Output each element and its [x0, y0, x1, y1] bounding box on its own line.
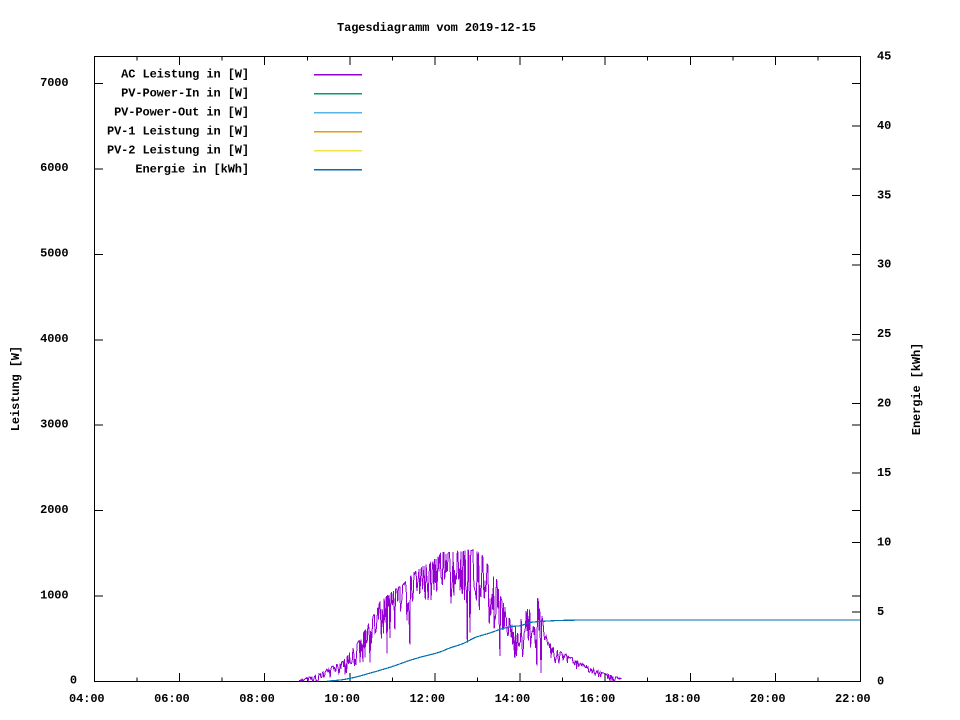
svg-text:3000: 3000	[40, 418, 68, 432]
svg-text:5000: 5000	[40, 247, 68, 261]
svg-text:06:00: 06:00	[154, 692, 190, 706]
svg-text:7000: 7000	[40, 76, 68, 90]
svg-text:2000: 2000	[40, 503, 68, 517]
svg-text:14:00: 14:00	[495, 692, 531, 706]
svg-text:25: 25	[877, 327, 891, 341]
svg-text:Energie in [kWh]: Energie in [kWh]	[135, 163, 249, 177]
svg-text:PV-Power-In in [W]: PV-Power-In in [W]	[121, 87, 249, 101]
svg-text:20:00: 20:00	[750, 692, 786, 706]
svg-text:16:00: 16:00	[580, 692, 616, 706]
svg-text:10:00: 10:00	[324, 692, 360, 706]
svg-text:1000: 1000	[40, 588, 68, 602]
svg-text:22:00: 22:00	[835, 692, 871, 706]
svg-text:4000: 4000	[40, 332, 68, 346]
svg-text:40: 40	[877, 119, 891, 133]
svg-text:PV-1 Leistung in [W]: PV-1 Leistung in [W]	[107, 125, 249, 139]
svg-text:5: 5	[877, 605, 884, 619]
svg-text:12:00: 12:00	[409, 692, 445, 706]
svg-text:35: 35	[877, 188, 891, 202]
svg-text:PV-Power-Out in [W]: PV-Power-Out in [W]	[114, 106, 249, 120]
svg-text:30: 30	[877, 258, 891, 272]
svg-text:08:00: 08:00	[239, 692, 275, 706]
svg-text:Leistung [W]: Leistung [W]	[9, 346, 23, 431]
svg-text:10: 10	[877, 536, 891, 550]
svg-text:0: 0	[70, 673, 77, 687]
svg-text:AC Leistung in [W]: AC Leistung in [W]	[121, 68, 249, 82]
svg-text:6000: 6000	[40, 161, 68, 175]
svg-text:PV-2 Leistung in [W]: PV-2 Leistung in [W]	[107, 144, 249, 158]
svg-text:15: 15	[877, 466, 891, 480]
svg-text:Energie [kWh]: Energie [kWh]	[910, 343, 924, 435]
svg-text:0: 0	[877, 674, 884, 688]
svg-text:20: 20	[877, 397, 891, 411]
svg-text:45: 45	[877, 49, 891, 63]
svg-text:18:00: 18:00	[665, 692, 701, 706]
svg-text:Tagesdiagramm vom 2019-12-15: Tagesdiagramm vom 2019-12-15	[337, 21, 536, 35]
svg-text:04:00: 04:00	[69, 692, 105, 706]
